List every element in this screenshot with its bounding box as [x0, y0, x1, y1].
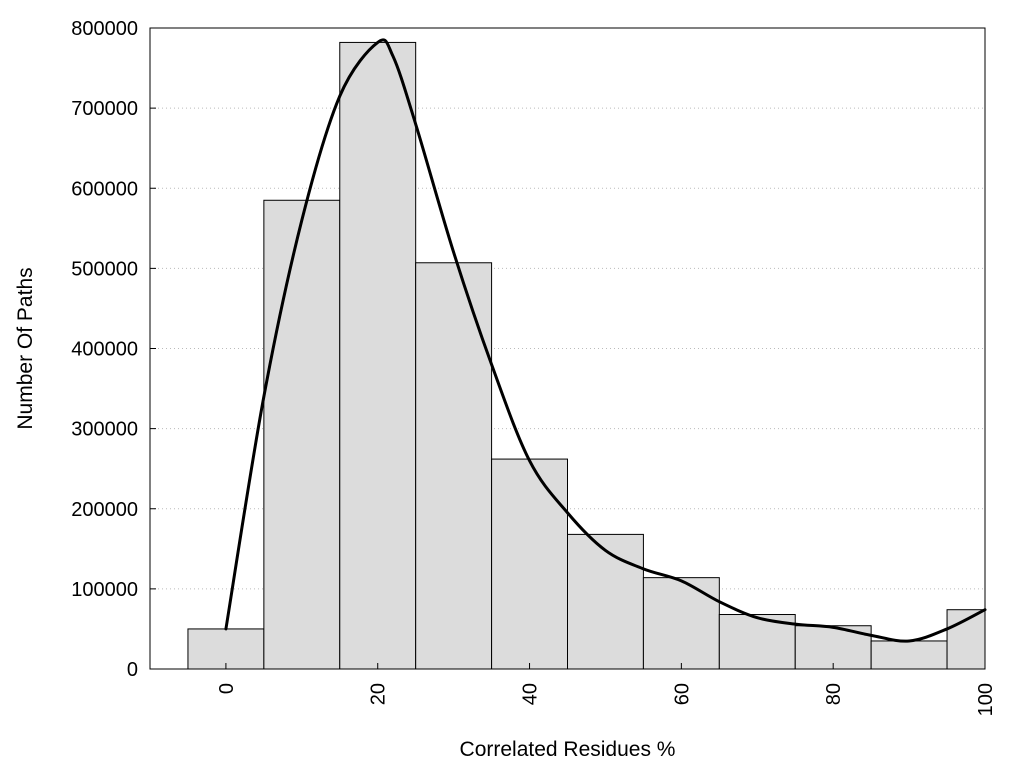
- density-curve: [224, 38, 987, 643]
- x-tick-label: 60: [671, 683, 693, 705]
- histogram-bar: [187, 628, 265, 670]
- y-tick-label: 500000: [71, 258, 138, 280]
- x-tick-label: 0: [216, 683, 238, 694]
- x-axis: 0 20 40 60 80 100: [216, 663, 997, 716]
- y-tick-label: 0: [127, 659, 138, 681]
- x-tick-label: 20: [368, 683, 390, 705]
- x-axis-label: Correlated Residues %: [460, 738, 676, 761]
- x-tick-label: 80: [823, 683, 845, 705]
- histogram-bar: [567, 533, 644, 670]
- bars-layer: [187, 41, 986, 670]
- curve-layer: [224, 38, 987, 643]
- histogram-bar: [415, 262, 493, 670]
- y-tick-label: 400000: [71, 339, 138, 361]
- y-tick-label: 300000: [71, 419, 138, 441]
- y-axis-label: Number Of Paths: [14, 267, 37, 429]
- y-axis: 0 100000 200000 300000 400000 500000 600000 700…: [71, 18, 156, 681]
- x-tick-label: 100: [975, 683, 997, 716]
- histogram-bar: [263, 199, 341, 670]
- y-tick-label: 200000: [71, 499, 138, 521]
- histogram-bar: [642, 577, 720, 670]
- y-tick-label: 800000: [71, 18, 138, 40]
- histogram-bar: [339, 41, 417, 670]
- y-tick-label: 600000: [71, 178, 138, 200]
- x-tick-label: 40: [520, 683, 542, 705]
- y-tick-label: 100000: [71, 579, 138, 601]
- histogram-bar: [870, 640, 948, 670]
- histogram-bar: [491, 458, 568, 670]
- y-tick-label: 700000: [71, 98, 138, 120]
